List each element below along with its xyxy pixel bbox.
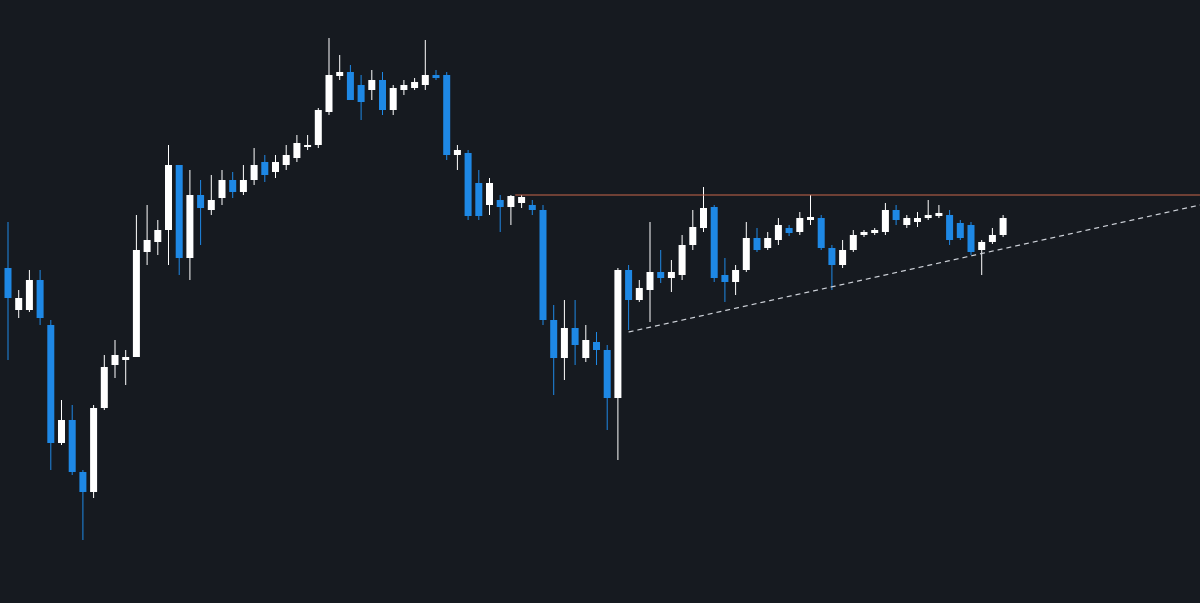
candle-body <box>443 75 451 155</box>
candle-body <box>721 275 729 282</box>
candle-body <box>453 150 461 155</box>
candle-body <box>518 197 526 203</box>
candle-body <box>967 225 975 252</box>
candle-body <box>742 238 750 270</box>
candle-body <box>464 153 472 216</box>
candle-body <box>550 320 558 358</box>
candle-body <box>700 208 707 228</box>
candle-body <box>625 270 633 300</box>
candle-body <box>935 213 943 216</box>
candle-body <box>785 228 793 233</box>
candle-body <box>293 143 301 158</box>
candle-body <box>400 85 408 90</box>
candle-body <box>68 420 76 472</box>
candle-body <box>603 350 611 398</box>
candle-body <box>432 75 440 78</box>
candle-body <box>635 288 643 300</box>
candle-body <box>849 235 857 250</box>
candle-body <box>689 227 697 245</box>
candle-body <box>657 272 665 278</box>
candle-body <box>486 183 493 205</box>
candle-body <box>239 180 247 192</box>
candle-body <box>368 80 376 90</box>
candle-body <box>261 162 269 175</box>
candle-body <box>764 238 772 248</box>
candle-body <box>197 195 205 208</box>
candle-body <box>817 218 825 248</box>
trendline <box>628 204 1200 333</box>
candle-body <box>336 72 344 76</box>
candle-body <box>47 325 55 443</box>
candle-body <box>646 272 654 290</box>
candle-body <box>165 165 172 230</box>
candle-body <box>250 165 258 180</box>
candle-body <box>871 230 879 233</box>
candle-body <box>475 183 483 216</box>
candle-body <box>90 408 98 492</box>
candle-body <box>978 242 986 250</box>
candle-body <box>411 82 419 88</box>
candle-body <box>122 357 130 360</box>
candle-body <box>304 145 312 147</box>
candle-body <box>4 268 12 298</box>
candle-body <box>828 248 836 265</box>
candle-body <box>272 162 279 172</box>
candle-body <box>36 280 44 318</box>
candle-body <box>753 238 761 250</box>
candle-body <box>796 218 804 232</box>
candle-body <box>496 200 504 207</box>
candle-body <box>732 270 740 282</box>
candle-body <box>839 250 847 265</box>
candle-body <box>881 210 889 232</box>
candle-body <box>389 88 397 110</box>
candle-body <box>774 225 782 240</box>
candle-body <box>325 75 333 112</box>
candle-body <box>100 367 108 408</box>
candle-body <box>667 272 675 278</box>
candle-body <box>860 232 868 235</box>
candle-body <box>807 217 814 220</box>
candle-body <box>914 218 921 222</box>
candle-body <box>379 80 386 110</box>
candle-body <box>143 240 151 252</box>
candle-body <box>593 342 600 350</box>
candle-body <box>903 218 911 225</box>
candle-body <box>528 205 536 210</box>
candle-body <box>710 207 718 278</box>
candle-body <box>421 75 429 85</box>
candle-body <box>111 355 119 365</box>
candle-body <box>132 250 140 357</box>
candle-body <box>678 245 686 275</box>
candle-body <box>357 85 365 102</box>
candle-body <box>207 200 215 210</box>
candle-body <box>186 195 194 258</box>
candle-body <box>988 235 996 242</box>
candle-body <box>924 215 932 218</box>
candle-body <box>346 72 354 100</box>
candle-body <box>154 230 162 242</box>
candle-body <box>79 472 87 492</box>
candle-body <box>582 340 590 358</box>
candle-body <box>229 180 237 192</box>
candle-body <box>614 270 622 398</box>
candle-body <box>560 328 568 358</box>
candle-body <box>507 196 515 207</box>
candle-body <box>999 218 1007 235</box>
candle-body <box>946 215 954 240</box>
candle-body <box>175 165 183 258</box>
candle-body <box>58 420 65 443</box>
candle-body <box>956 223 964 238</box>
candle-body <box>571 328 579 345</box>
candle-body <box>15 298 23 310</box>
candle-body <box>314 110 322 145</box>
candle-body <box>282 155 290 165</box>
candle-body <box>218 180 226 198</box>
candle-body <box>25 280 33 310</box>
candle-body <box>539 210 547 320</box>
candle-body <box>892 210 900 220</box>
